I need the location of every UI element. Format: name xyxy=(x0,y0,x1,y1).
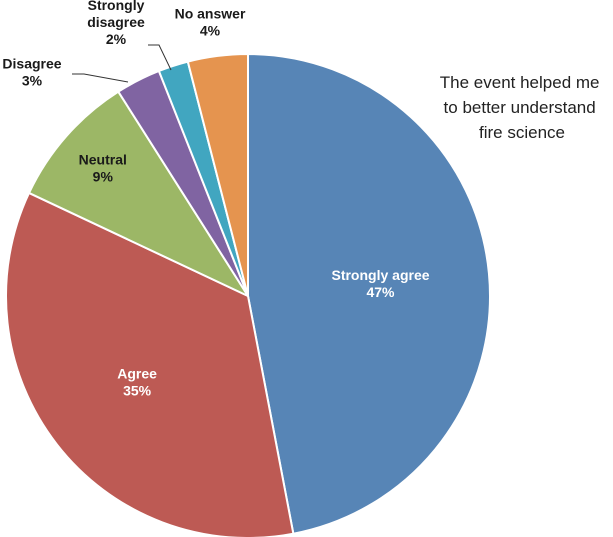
slice-percent-label: 9% xyxy=(93,168,114,184)
slice-percent-label: 4% xyxy=(200,23,221,39)
slice-percent-label: 3% xyxy=(22,73,43,89)
chart-title-line-1: The event helped me xyxy=(440,73,600,92)
slice-label-no-answer: No answer 4% xyxy=(175,6,246,39)
slice-label-agree: Agree 35% xyxy=(117,366,157,399)
chart-title-line-2: to better understand xyxy=(444,98,596,117)
slice-category-label: disagree xyxy=(87,14,145,30)
slice-category-label: Agree xyxy=(117,366,157,382)
slice-category-label: Strongly agree xyxy=(331,267,429,283)
slice-percent-label: 47% xyxy=(366,284,395,300)
slice-category-label: No answer xyxy=(175,6,246,22)
slice-category-label: Strongly xyxy=(88,0,145,13)
slice-no-answer xyxy=(186,53,249,297)
slice-percent-label: 35% xyxy=(123,383,152,399)
slice-labels: Strongly agree 47% Agree 35% Neutral 9% Disagr… xyxy=(2,0,429,399)
slice-label-disagree: Disagree 3% xyxy=(2,56,61,89)
slice-neutral xyxy=(28,90,249,297)
slice-category-label: Neutral xyxy=(79,151,127,167)
leader-lines xyxy=(72,44,172,83)
slice-label-strongly-agree: Strongly agree 47% xyxy=(331,267,429,300)
pie-slices xyxy=(5,53,491,537)
leader-line-disagree xyxy=(72,73,129,83)
slice-strongly-agree xyxy=(247,53,491,535)
chart-title-line-3: fire science xyxy=(479,123,565,142)
slice-percent-label: 2% xyxy=(106,31,127,47)
slice-category-label: Disagree xyxy=(2,56,61,72)
leader-line-strongly-disagree xyxy=(148,44,172,71)
slice-label-strongly-disagree: Strongly disagree 2% xyxy=(87,0,145,47)
slice-label-neutral: Neutral 9% xyxy=(79,151,127,184)
chart-title: The event helped me to better understand… xyxy=(440,73,604,142)
